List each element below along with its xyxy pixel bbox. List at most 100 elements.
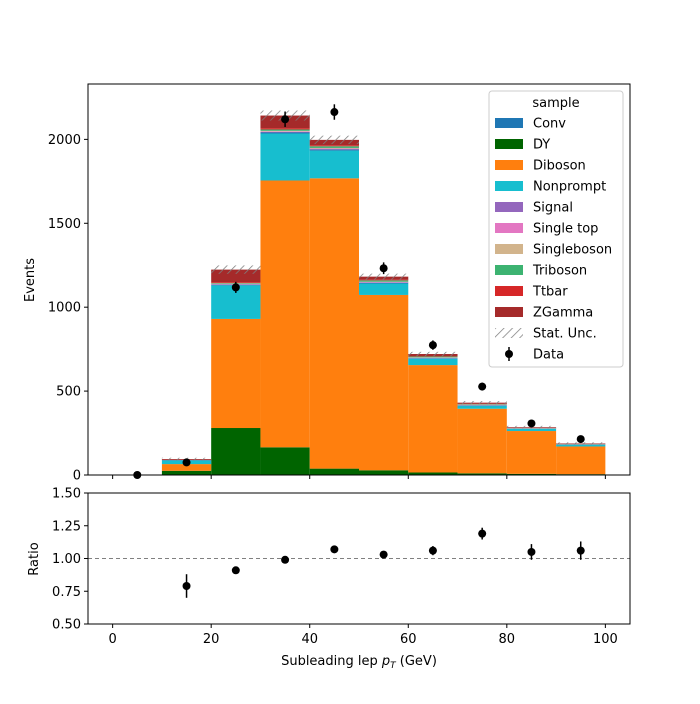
bar-dy-bin-1 (162, 471, 211, 475)
bar-triboson-bin-3 (260, 129, 309, 130)
bar-conv-bin-3 (260, 132, 309, 133)
data-point-7 (478, 383, 486, 391)
data-point-6 (429, 341, 437, 349)
ratio-point-8 (577, 547, 585, 555)
xtick-label-40: 40 (301, 632, 318, 647)
ratio-point-6 (478, 530, 486, 538)
legend-label-conv: Conv (533, 117, 566, 132)
ratio-plot-frame (88, 493, 630, 624)
legend-swatch-ttbar (495, 286, 523, 296)
ratio-point-2 (281, 556, 289, 564)
data-point-2 (232, 283, 240, 291)
xtick-label-20: 20 (203, 632, 220, 647)
bar-single-top-bin-4 (310, 148, 359, 149)
legend-label-single-top: Single top (533, 222, 598, 237)
bar-nonprompt-bin-7 (458, 406, 507, 409)
bar-single-top-bin-3 (260, 131, 309, 132)
legend-label-stat-unc: Stat. Unc. (533, 327, 597, 342)
ratio-point-7 (527, 548, 535, 556)
bar-dy-bin-3 (260, 447, 309, 475)
legend-label-diboson: Diboson (533, 159, 586, 174)
bar-dy-bin-2 (211, 428, 260, 475)
bar-singleboson-bin-4 (310, 148, 359, 149)
xtick-label-100: 100 (593, 632, 618, 647)
legend-title: sample (532, 96, 579, 111)
ratio-ytick-label-1.50: 1.50 (52, 487, 81, 502)
ratio-point-3 (330, 545, 338, 553)
legend-label-dy: DY (533, 138, 550, 153)
legend-label-ttbar: Ttbar (532, 285, 568, 300)
main-y-axis-label: Events (23, 258, 38, 302)
bar-nonprompt-bin-9 (556, 445, 605, 447)
ratio-point-0 (183, 582, 191, 590)
stat-unc-band-bin-5 (359, 274, 408, 280)
bar-nonprompt-bin-5 (359, 284, 408, 295)
bar-triboson-bin-5 (359, 280, 408, 281)
bar-diboson-bin-5 (359, 295, 408, 470)
bar-signal-bin-5 (359, 282, 408, 283)
main-ytick-label-500: 500 (56, 385, 81, 400)
stat-unc-band-bin-6 (408, 352, 457, 356)
bar-ttbar-bin-4 (310, 145, 359, 146)
legend-swatch-signal (495, 202, 523, 212)
bar-conv-bin-6 (408, 358, 457, 359)
bar-diboson-bin-2 (211, 319, 260, 428)
data-point-4 (330, 108, 338, 116)
main-ytick-label-1000: 1000 (48, 301, 81, 316)
legend-swatch-stat-unc (495, 328, 523, 338)
data-point-5 (380, 264, 388, 272)
legend-label-zgamma: ZGamma (533, 306, 593, 321)
xtick-label-80: 80 (499, 632, 516, 647)
main-ytick-label-2000: 2000 (48, 133, 81, 148)
legend-marker-data (505, 350, 513, 358)
bar-diboson-bin-9 (556, 446, 605, 474)
ratio-point-4 (380, 551, 388, 559)
ratio-ytick-label-1.25: 1.25 (52, 519, 81, 534)
bar-dy-bin-5 (359, 470, 408, 475)
bar-nonprompt-bin-3 (260, 134, 309, 181)
bar-ttbar-bin-5 (359, 280, 408, 281)
main-ytick-label-1500: 1500 (48, 217, 81, 232)
legend-swatch-conv (495, 118, 523, 128)
legend-label-singleboson: Singleboson (533, 243, 612, 258)
bar-singleboson-bin-3 (260, 131, 309, 132)
legend-swatch-singleboson (495, 244, 523, 254)
ratio-y-axis-label: Ratio (27, 542, 42, 575)
bar-nonprompt-bin-4 (310, 151, 359, 179)
stat-unc-band-bin-2 (211, 265, 260, 273)
legend-swatch-nonprompt (495, 181, 523, 191)
ratio-ytick-label-0.75: 0.75 (52, 585, 81, 600)
bar-diboson-bin-6 (408, 365, 457, 472)
data-point-3 (281, 115, 289, 123)
bar-nonprompt-bin-8 (507, 429, 556, 431)
bar-diboson-bin-3 (260, 180, 309, 447)
legend-swatch-triboson (495, 265, 523, 275)
bar-nonprompt-bin-6 (408, 359, 457, 365)
xtick-label-60: 60 (400, 632, 417, 647)
bar-diboson-bin-4 (310, 178, 359, 468)
bar-signal-bin-3 (260, 132, 309, 133)
legend-label-signal: Signal (533, 201, 573, 216)
bar-conv-bin-4 (310, 150, 359, 151)
bar-triboson-bin-4 (310, 146, 359, 148)
stat-unc-band-bin-7 (458, 401, 507, 404)
bar-triboson-bin-6 (408, 357, 457, 358)
ratio-point-1 (232, 566, 240, 574)
ratio-ytick-label-0.50: 0.50 (52, 618, 81, 633)
legend-label-triboson: Triboson (532, 264, 587, 279)
bar-conv-bin-5 (359, 283, 408, 284)
ratio-point-5 (429, 547, 437, 555)
legend-swatch-dy (495, 139, 523, 149)
legend-swatch-zgamma (495, 307, 523, 317)
legend: sampleConvDYDibosonNonpromptSignalSingle… (489, 91, 623, 367)
data-point-8 (527, 419, 535, 427)
stat-unc-band-bin-4 (310, 136, 359, 144)
bar-diboson-bin-7 (458, 409, 507, 474)
legend-swatch-single-top (495, 223, 523, 233)
bar-diboson-bin-8 (507, 431, 556, 474)
bar-dy-bin-4 (310, 469, 359, 475)
data-point-1 (183, 458, 191, 466)
main-ytick-label-0: 0 (73, 469, 81, 484)
